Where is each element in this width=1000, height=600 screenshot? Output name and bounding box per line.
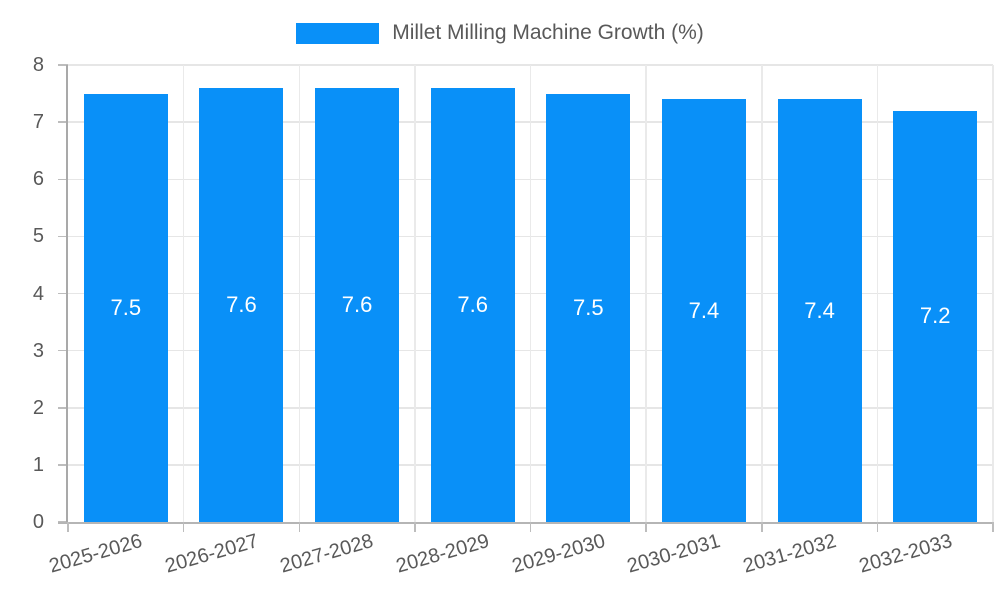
- y-axis-label: 3: [32, 339, 44, 362]
- bar-2030-2031[interactable]: 7.4: [661, 99, 746, 522]
- x-axis-tick: [298, 522, 300, 532]
- x-axis-label: 2032-2033: [856, 530, 955, 578]
- bar-2025-2026[interactable]: 7.5: [83, 93, 168, 522]
- x-axis-label: 2029-2030: [509, 530, 608, 578]
- x-gridline: [298, 65, 300, 522]
- y-axis-tick: [58, 349, 68, 352]
- bar-value-label: 7.4: [688, 297, 720, 323]
- x-axis-tick: [645, 522, 647, 532]
- legend-swatch: [296, 22, 380, 44]
- y-axis-tick: [58, 292, 68, 295]
- x-axis-label: 2025-2026: [46, 530, 145, 578]
- y-axis-tick: [58, 407, 68, 409]
- y-axis-label: 4: [32, 282, 44, 305]
- x-axis-tick: [876, 522, 879, 532]
- legend-label: Millet Milling Machine Growth (%): [392, 21, 704, 44]
- x-axis-tick: [992, 522, 994, 532]
- x-axis-label: 2028-2029: [393, 530, 492, 578]
- y-axis-label: 5: [32, 225, 44, 248]
- x-gridline: [414, 65, 416, 522]
- bar-value-label: 7.5: [573, 294, 604, 320]
- x-axis-tick: [182, 522, 185, 532]
- y-axis-label: 7: [32, 111, 44, 134]
- x-axis-line: [58, 522, 993, 524]
- bar-value-label: 7.6: [226, 291, 257, 317]
- y-axis-tick: [58, 178, 68, 180]
- x-axis-tick: [414, 522, 416, 532]
- x-gridline: [182, 65, 185, 522]
- bar-2028-2029[interactable]: 7.6: [430, 87, 515, 522]
- y-axis-label: 6: [32, 168, 44, 191]
- y-axis-label: 2: [32, 396, 44, 419]
- x-gridline: [761, 65, 763, 522]
- x-gridline: [645, 65, 647, 522]
- x-gridline: [876, 65, 879, 522]
- y-axis-label: 1: [32, 453, 44, 476]
- y-axis-tick: [58, 121, 68, 123]
- y-axis-label: 0: [32, 511, 44, 533]
- bar-2027-2028[interactable]: 7.6: [315, 87, 400, 522]
- x-axis-label: 2026-2027: [162, 530, 261, 578]
- bar-value-label: 7.6: [457, 291, 488, 317]
- y-axis-tick: [58, 464, 68, 466]
- x-axis-tick: [529, 522, 532, 532]
- bar-value-label: 7.5: [110, 294, 142, 320]
- x-axis-label: 2027-2028: [278, 530, 377, 578]
- bar-value-label: 7.6: [341, 291, 373, 317]
- x-axis-tick: [67, 522, 69, 532]
- x-axis-label: 2031-2032: [740, 530, 839, 578]
- chart-legend[interactable]: Millet Milling Machine Growth (%): [0, 21, 1000, 45]
- x-axis-tick: [761, 522, 763, 532]
- bar-2029-2030[interactable]: 7.5: [546, 93, 631, 522]
- y-axis-tick: [58, 235, 68, 238]
- bar-value-label: 7.2: [919, 303, 951, 329]
- bar-2026-2027[interactable]: 7.6: [199, 87, 284, 522]
- x-gridline: [992, 65, 994, 522]
- bar-2032-2033[interactable]: 7.2: [893, 110, 978, 522]
- bar-2031-2032[interactable]: 7.4: [777, 99, 862, 522]
- x-axis-label: 2030-2031: [624, 530, 724, 578]
- bar-value-label: 7.4: [804, 297, 835, 323]
- x-gridline: [529, 65, 532, 522]
- y-axis-label: 8: [32, 54, 44, 76]
- y-axis-tick: [58, 64, 68, 66]
- y-axis-line: [66, 65, 68, 522]
